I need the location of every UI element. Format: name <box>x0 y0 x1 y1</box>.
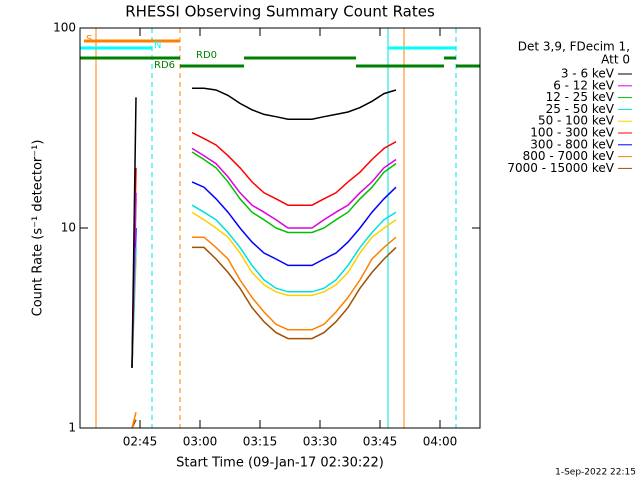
flag-label: N <box>154 40 161 51</box>
legend-label: 12 - 25 keV <box>546 90 615 104</box>
legend-label: 7000 - 15000 keV <box>507 161 614 175</box>
x-axis-label: Start Time (09-Jan-17 02:30:22) <box>176 456 384 471</box>
x-tick-label: 04:00 <box>423 435 458 449</box>
x-tick-label: 03:00 <box>183 435 218 449</box>
x-tick-label: 03:45 <box>363 435 398 449</box>
legend-label: 50 - 100 keV <box>538 114 615 128</box>
flag-label: RD0 <box>196 50 217 61</box>
x-tick-label: 03:15 <box>243 435 278 449</box>
legend-title: Att 0 <box>601 53 630 67</box>
chart-title: RHESSI Observing Summary Count Rates <box>125 3 435 21</box>
y-tick-label: 1 <box>68 421 76 435</box>
series-line <box>131 87 397 368</box>
y-tick-label: 100 <box>53 21 76 35</box>
y-tick-label: 10 <box>61 221 76 235</box>
flag-label: S <box>86 34 92 45</box>
flag-label: RD6 <box>154 60 175 71</box>
legend-label: 6 - 12 keV <box>553 78 615 92</box>
footer: 1-Sep-2022 22:15 <box>555 468 636 478</box>
legend-label: 800 - 7000 keV <box>523 149 615 163</box>
y-axis-label: Count Rate (s⁻¹ detector⁻¹) <box>31 140 46 317</box>
x-tick-label: 03:30 <box>303 435 338 449</box>
series-line <box>131 236 397 429</box>
legend-label: 100 - 300 keV <box>530 126 614 140</box>
legend-label: 25 - 50 keV <box>546 102 615 116</box>
x-tick-label: 02:45 <box>123 435 158 449</box>
legend-label: 3 - 6 keV <box>561 67 615 81</box>
legend-label: 300 - 800 keV <box>530 137 614 151</box>
legend-title: Det 3,9, FDecim 1, <box>518 40 630 54</box>
